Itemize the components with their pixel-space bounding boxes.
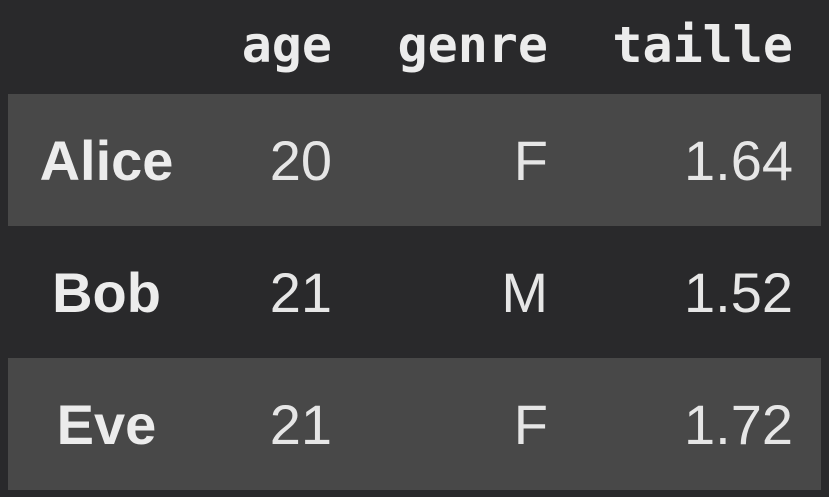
index-corner-cell — [8, 0, 205, 94]
column-header-age: age — [241, 16, 332, 74]
cell-taille: 1.52 — [684, 260, 793, 324]
table-row: Bob 21 M 1.52 — [8, 226, 821, 358]
cell-genre: F — [513, 128, 548, 192]
cell-age: 20 — [269, 128, 332, 192]
row-index-label: Bob — [52, 260, 161, 324]
row-index-label: Alice — [39, 128, 174, 192]
column-header-genre: genre — [397, 16, 548, 74]
dataframe-table: age genre taille Alice 20 F 1.64 Bob 21 … — [8, 0, 821, 490]
cell-taille: 1.64 — [684, 128, 793, 192]
column-header-taille: taille — [612, 16, 793, 74]
cell-age: 21 — [269, 392, 332, 456]
cell-taille: 1.72 — [684, 392, 793, 456]
table-row: Eve 21 F 1.72 — [8, 358, 821, 490]
header-row: age genre taille — [8, 0, 821, 94]
cell-genre: F — [513, 392, 548, 456]
row-index-label: Eve — [56, 392, 157, 456]
cell-genre: M — [501, 260, 548, 324]
table-row: Alice 20 F 1.64 — [8, 94, 821, 226]
cell-age: 21 — [269, 260, 332, 324]
